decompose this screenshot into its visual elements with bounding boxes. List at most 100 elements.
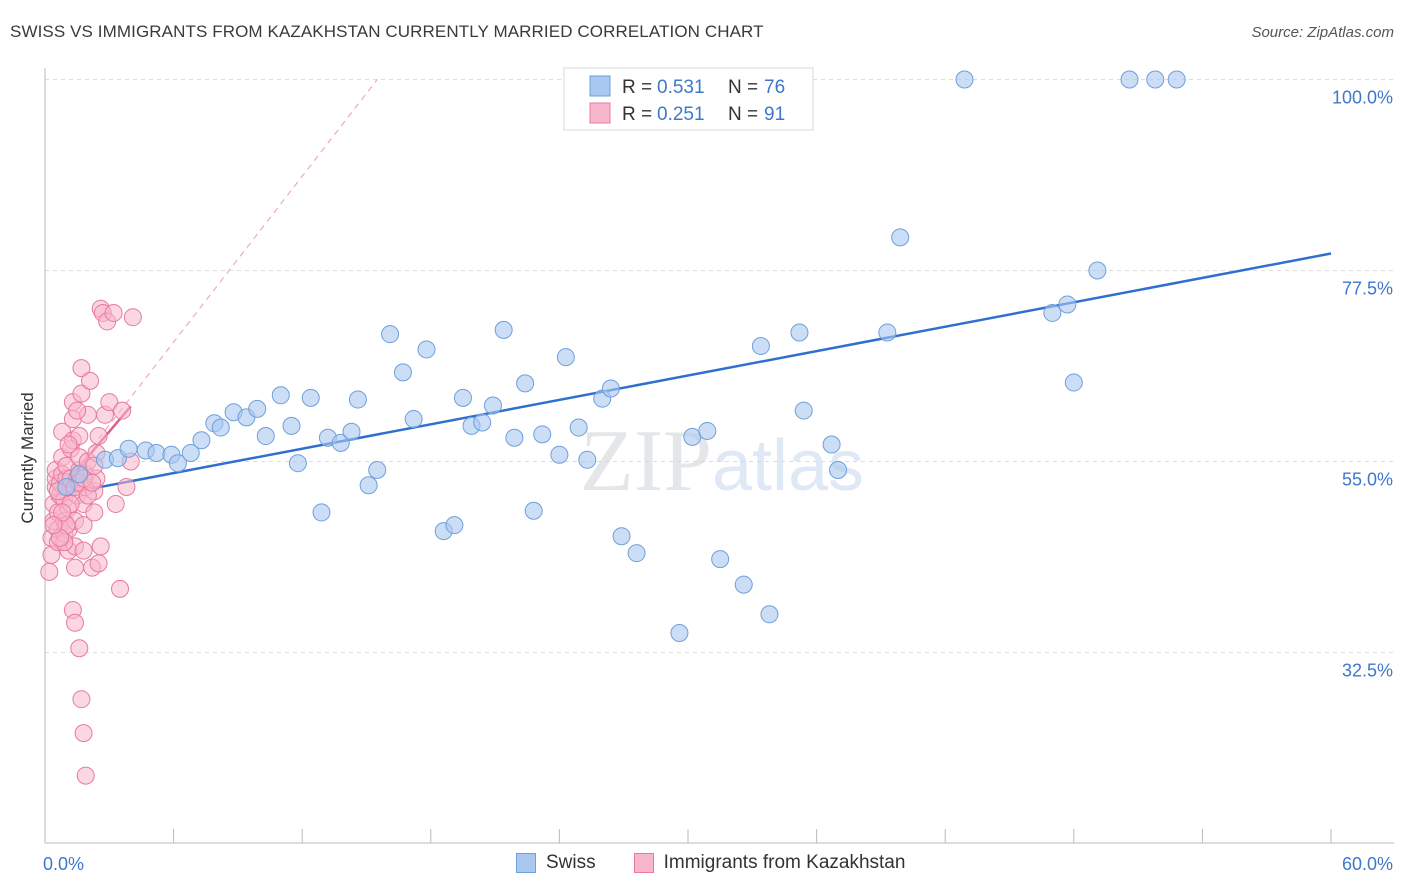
swiss-point: [569, 418, 588, 437]
swiss-point: [1120, 70, 1139, 89]
swiss-point: [381, 325, 400, 344]
swiss-point: [683, 427, 702, 446]
swiss-point: [348, 390, 367, 409]
swiss-point: [1146, 70, 1165, 89]
y-tick-label: 100.0%: [1332, 88, 1393, 108]
y-tick-label: 55.0%: [1342, 470, 1393, 490]
swiss-point: [1167, 70, 1186, 89]
swiss-point: [473, 413, 492, 432]
legend-swatch-swiss: [516, 853, 536, 873]
x-tick-label: 0.0%: [43, 854, 84, 874]
kazakhstan-point: [66, 558, 85, 577]
legend-item-swiss: Swiss: [516, 852, 596, 874]
swiss-point: [550, 445, 569, 464]
swiss-trend-line: [55, 252, 1332, 497]
kazakhstan-point: [104, 303, 123, 322]
swiss-point: [417, 340, 436, 359]
y-axis-label: Currently Married: [18, 392, 37, 523]
swiss-point: [790, 323, 809, 342]
swiss-point: [601, 379, 620, 398]
swiss-point: [282, 416, 301, 435]
swiss-point: [404, 410, 423, 429]
swiss-point: [878, 323, 897, 342]
swiss-point: [505, 428, 524, 447]
kazakhstan-point: [111, 579, 130, 598]
legend-n-value: 76: [764, 77, 785, 98]
swiss-point: [342, 422, 361, 441]
kazakhstan-trend-extension: [50, 79, 378, 501]
kazakhstan-point: [76, 766, 95, 785]
legend-r-label: R =: [622, 104, 652, 125]
swiss-point: [147, 444, 166, 463]
legend-swatch-kazakhstan: [589, 102, 611, 124]
swiss-point: [248, 399, 267, 418]
swiss-point: [533, 425, 552, 444]
kazakhstan-point: [89, 427, 108, 446]
swiss-point: [445, 516, 464, 535]
chart-title: SWISS VS IMMIGRANTS FROM KAZAKHSTAN CURR…: [10, 22, 764, 41]
legend-r-value: 0.251: [657, 104, 705, 125]
swiss-point: [393, 363, 412, 382]
legend-r-value: 0.531: [657, 77, 705, 98]
kazakhstan-point: [106, 494, 125, 513]
kazakhstan-point: [81, 371, 100, 390]
legend-bottom: Swiss Immigrants from Kazakhstan: [516, 852, 929, 874]
swiss-point: [891, 228, 910, 247]
y-tick-label: 32.5%: [1342, 661, 1393, 681]
swiss-point: [312, 503, 331, 522]
swiss-point: [288, 454, 307, 473]
kazakhstan-point: [123, 308, 142, 327]
legend-n-value: 91: [764, 104, 785, 125]
swiss-point: [955, 70, 974, 89]
legend-label-kazakhstan: Immigrants from Kazakhstan: [663, 852, 906, 873]
kazakhstan-point: [117, 477, 136, 496]
legend-top: R = 0.531 N = 76 R = 0.251 N = 91: [563, 67, 814, 131]
kazakhstan-points: [40, 299, 142, 785]
kazakhstan-point: [72, 384, 91, 403]
swiss-point: [556, 348, 575, 367]
kazakhstan-point: [85, 503, 104, 522]
swiss-points: [57, 70, 1186, 642]
swiss-point: [119, 439, 138, 458]
tick-labels: 100.0% 77.5% 55.0% 32.5% 0.0% 60.0%: [43, 88, 1393, 875]
swiss-point: [524, 501, 543, 520]
kazakhstan-point: [89, 554, 108, 573]
swiss-point: [829, 460, 848, 479]
swiss-point: [256, 427, 275, 446]
swiss-point: [483, 396, 502, 415]
swiss-point: [359, 476, 378, 495]
swiss-point: [192, 431, 211, 450]
swiss-point: [1064, 373, 1083, 392]
swiss-point: [494, 320, 513, 339]
swiss-point: [70, 465, 89, 484]
swiss-point: [331, 433, 350, 452]
swiss-point: [1058, 295, 1077, 314]
swiss-point: [698, 421, 717, 440]
legend-item-kazakhstan: Immigrants from Kazakhstan: [633, 852, 906, 874]
source-label: Source: ZipAtlas.com: [1251, 24, 1394, 41]
axes: [44, 68, 1394, 844]
swiss-point: [794, 401, 813, 420]
swiss-point: [627, 544, 646, 563]
legend-label-swiss: Swiss: [546, 852, 596, 873]
kazakhstan-point: [44, 516, 63, 535]
swiss-point: [822, 435, 841, 454]
kazakhstan-point: [100, 393, 119, 412]
kazakhstan-point: [91, 537, 110, 556]
kazakhstan-point: [72, 690, 91, 709]
swiss-point: [1043, 303, 1062, 322]
kazakhstan-point: [74, 724, 93, 743]
swiss-point: [734, 575, 753, 594]
x-tick-label: 60.0%: [1342, 854, 1393, 874]
kazakhstan-point: [70, 639, 89, 658]
swiss-point: [1088, 261, 1107, 280]
swiss-point: [211, 418, 230, 437]
swiss-point: [612, 527, 631, 546]
legend-swatch-kazakhstan: [633, 853, 654, 873]
kazakhstan-point: [72, 359, 91, 378]
swiss-point: [181, 444, 200, 463]
swiss-point: [711, 550, 730, 569]
kazakhstan-point: [74, 541, 93, 560]
swiss-point: [368, 460, 387, 479]
